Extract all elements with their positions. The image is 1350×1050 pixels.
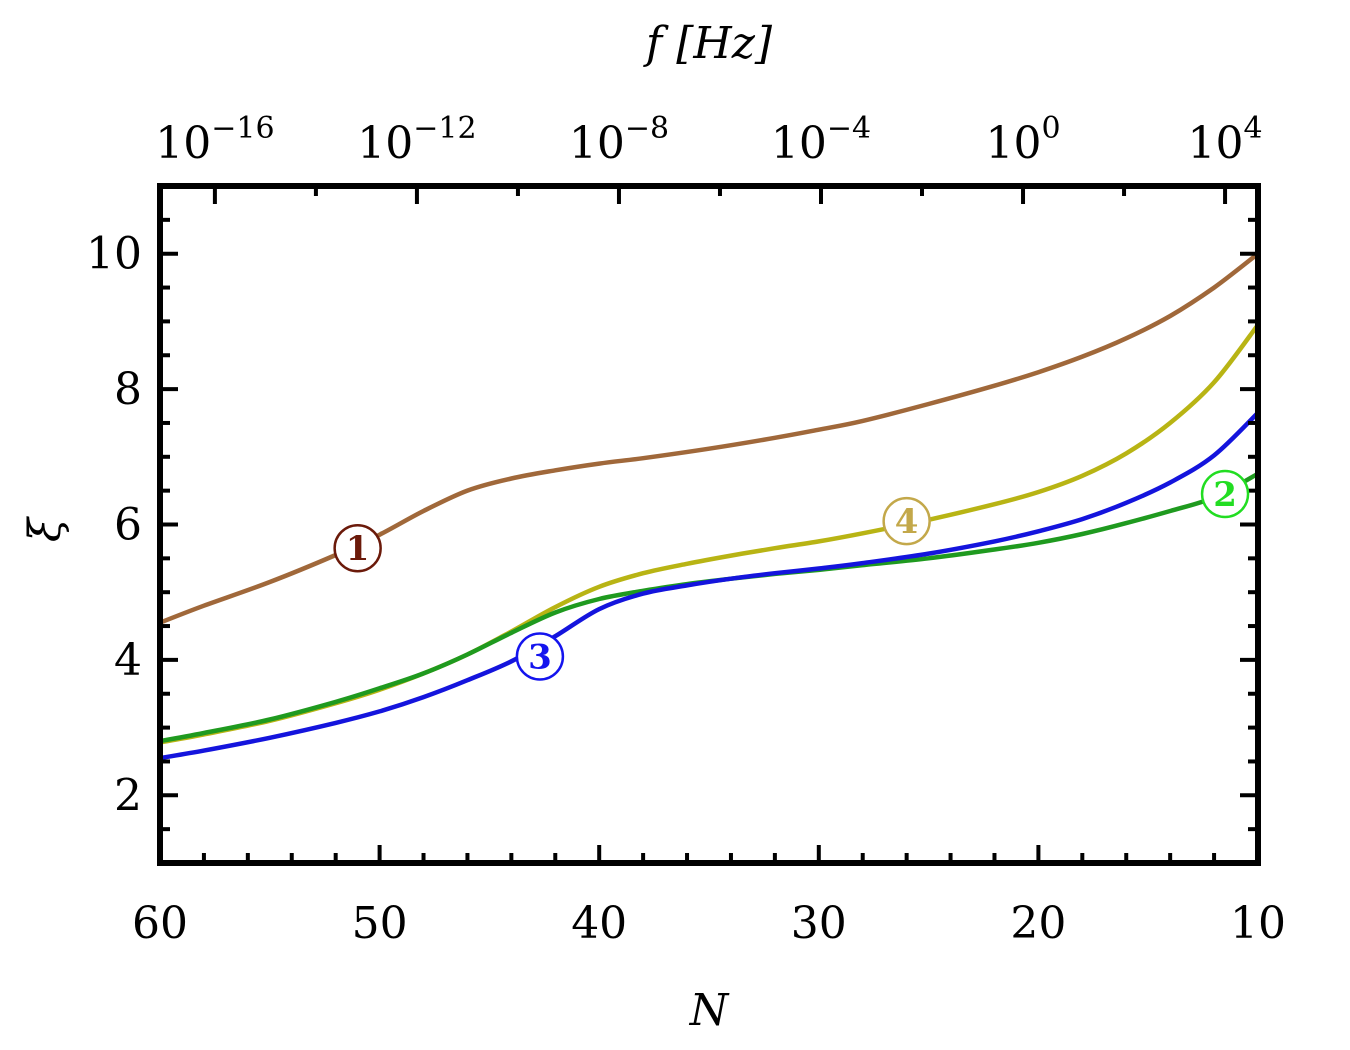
x-tick-label: 60 xyxy=(132,898,188,949)
top-axis-title: f [Hz] xyxy=(643,18,773,69)
y-tick-label: 10 xyxy=(86,229,142,280)
top-tick-label: 10−16 xyxy=(155,111,274,169)
y-tick-label: 4 xyxy=(114,635,142,686)
plot-frame xyxy=(157,183,1261,866)
top-tick-label: 100 xyxy=(985,111,1060,169)
tick-labels: 60 50 40 30 20 10 2 4 6 8 10 10−16 10−12 10−8 10−4 100 1… xyxy=(86,111,1286,949)
x-axis-title: N xyxy=(689,985,730,1036)
x-tick-label: 30 xyxy=(791,898,847,949)
series-label-2: 2 xyxy=(1213,475,1237,515)
x-tick-label: 50 xyxy=(352,898,408,949)
y-tick-label: 2 xyxy=(114,770,142,821)
x-tick-label: 40 xyxy=(571,898,627,949)
plot-lines xyxy=(159,251,1260,761)
y-tick-label: 6 xyxy=(114,500,142,551)
series-label-circle-1 xyxy=(333,523,382,573)
series-label-3: 3 xyxy=(528,638,552,678)
series-labels: 1 2 3 4 xyxy=(333,469,1250,681)
y-axis-title: ξ xyxy=(20,515,71,542)
top-tick-label: 10−4 xyxy=(771,111,871,169)
series-label-4: 4 xyxy=(895,502,919,542)
top-tick-label: 10−12 xyxy=(357,111,476,169)
x-tick-label: 20 xyxy=(1010,898,1066,949)
series-label-circle-4 xyxy=(882,496,931,546)
x-tick-label: 10 xyxy=(1230,898,1286,949)
top-tick-label: 104 xyxy=(1188,111,1263,169)
series-line-3 xyxy=(159,411,1260,761)
series-line-1 xyxy=(159,251,1260,625)
series-label-1: 1 xyxy=(346,529,370,569)
series-label-circle-2 xyxy=(1200,469,1250,519)
top-tick-label: 10−8 xyxy=(569,111,669,169)
series-label-circle-3 xyxy=(515,632,565,681)
y-tick-label: 8 xyxy=(114,364,142,415)
ticks xyxy=(158,184,1260,865)
